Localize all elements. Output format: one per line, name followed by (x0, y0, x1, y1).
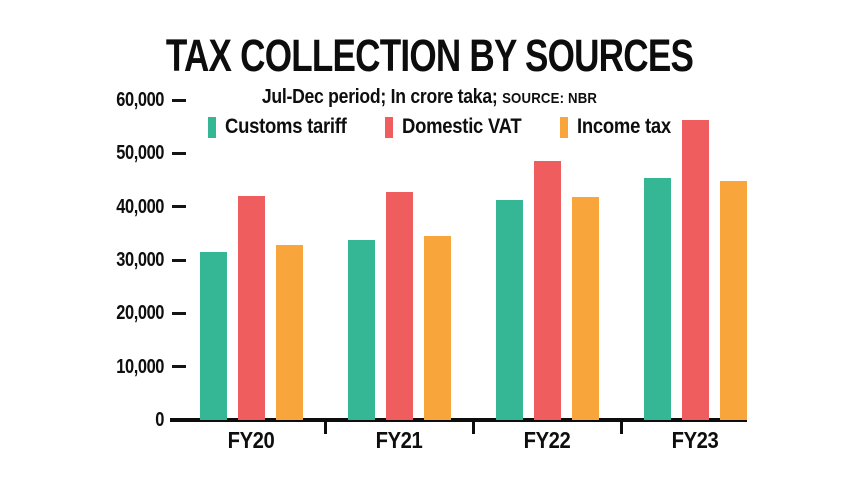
bar-income-tax-fy22 (571, 196, 599, 420)
subtitle-text: Jul-Dec period; In crore taka; (261, 86, 503, 108)
chart-subtitle: Jul-Dec period; In crore taka; SOURCE: N… (52, 86, 808, 109)
y-axis-tick-label: 20,000 (116, 302, 164, 325)
chart-title: TAX COLLECTION BY SOURCES (165, 30, 694, 81)
legend: Customs tariff Domestic VAT Income tax (32, 115, 859, 139)
legend-item-income-tax: Income tax (559, 115, 684, 139)
y-axis-tick-label: 0 (155, 409, 164, 431)
x-axis-tick-mark (471, 420, 475, 434)
x-axis-tick-mark (619, 420, 623, 434)
bar-income-tax-fy20 (275, 244, 303, 420)
x-axis-line (170, 417, 747, 422)
bar-domestic-vat-fy21 (385, 191, 413, 420)
source-label: SOURCE: NBR (502, 90, 598, 107)
y-axis-tick-label: 50,000 (116, 142, 164, 165)
legend-swatch-domestic-vat (384, 116, 393, 138)
legend-label-customs-tariff: Customs tariff (224, 115, 347, 138)
bar-customs-tariff-fy23 (643, 178, 671, 420)
legend-item-customs-tariff: Customs tariff (207, 115, 363, 139)
bar-customs-tariff-fy22 (495, 200, 523, 420)
legend-item-domestic-vat: Domestic VAT (384, 115, 538, 139)
y-axis-tick-mark (172, 311, 186, 315)
bar-domestic-vat-fy22 (533, 160, 561, 420)
y-axis-tick-label: 30,000 (116, 249, 164, 271)
y-axis-tick-label: 40,000 (116, 195, 164, 218)
category-label-fy20: FY20 (227, 427, 275, 453)
legend-label-income-tax: Income tax (576, 115, 671, 138)
bar-customs-tariff-fy20 (199, 252, 227, 420)
y-axis-tick-mark (172, 98, 186, 102)
x-axis-tick-mark (323, 420, 327, 434)
legend-swatch-customs-tariff (207, 116, 216, 138)
bar-income-tax-fy23 (719, 181, 747, 420)
legend-label-domestic-vat: Domestic VAT (401, 115, 522, 138)
legend-swatch-income-tax (559, 116, 568, 138)
bar-domestic-vat-fy23 (681, 119, 709, 420)
category-label-fy21: FY21 (375, 427, 423, 453)
category-label-fy22: FY22 (523, 427, 571, 453)
bar-customs-tariff-fy21 (347, 239, 375, 420)
y-axis-tick-label: 10,000 (116, 355, 164, 378)
y-axis-tick-mark (172, 258, 186, 262)
y-axis-tick-label: 60,000 (116, 89, 164, 111)
y-axis-tick-mark (172, 205, 186, 209)
category-label-fy23: FY23 (671, 427, 719, 453)
bar-income-tax-fy21 (423, 236, 451, 420)
bar-domestic-vat-fy20 (237, 196, 265, 420)
y-axis-tick-mark (172, 365, 186, 369)
y-axis-tick-mark (172, 151, 186, 155)
